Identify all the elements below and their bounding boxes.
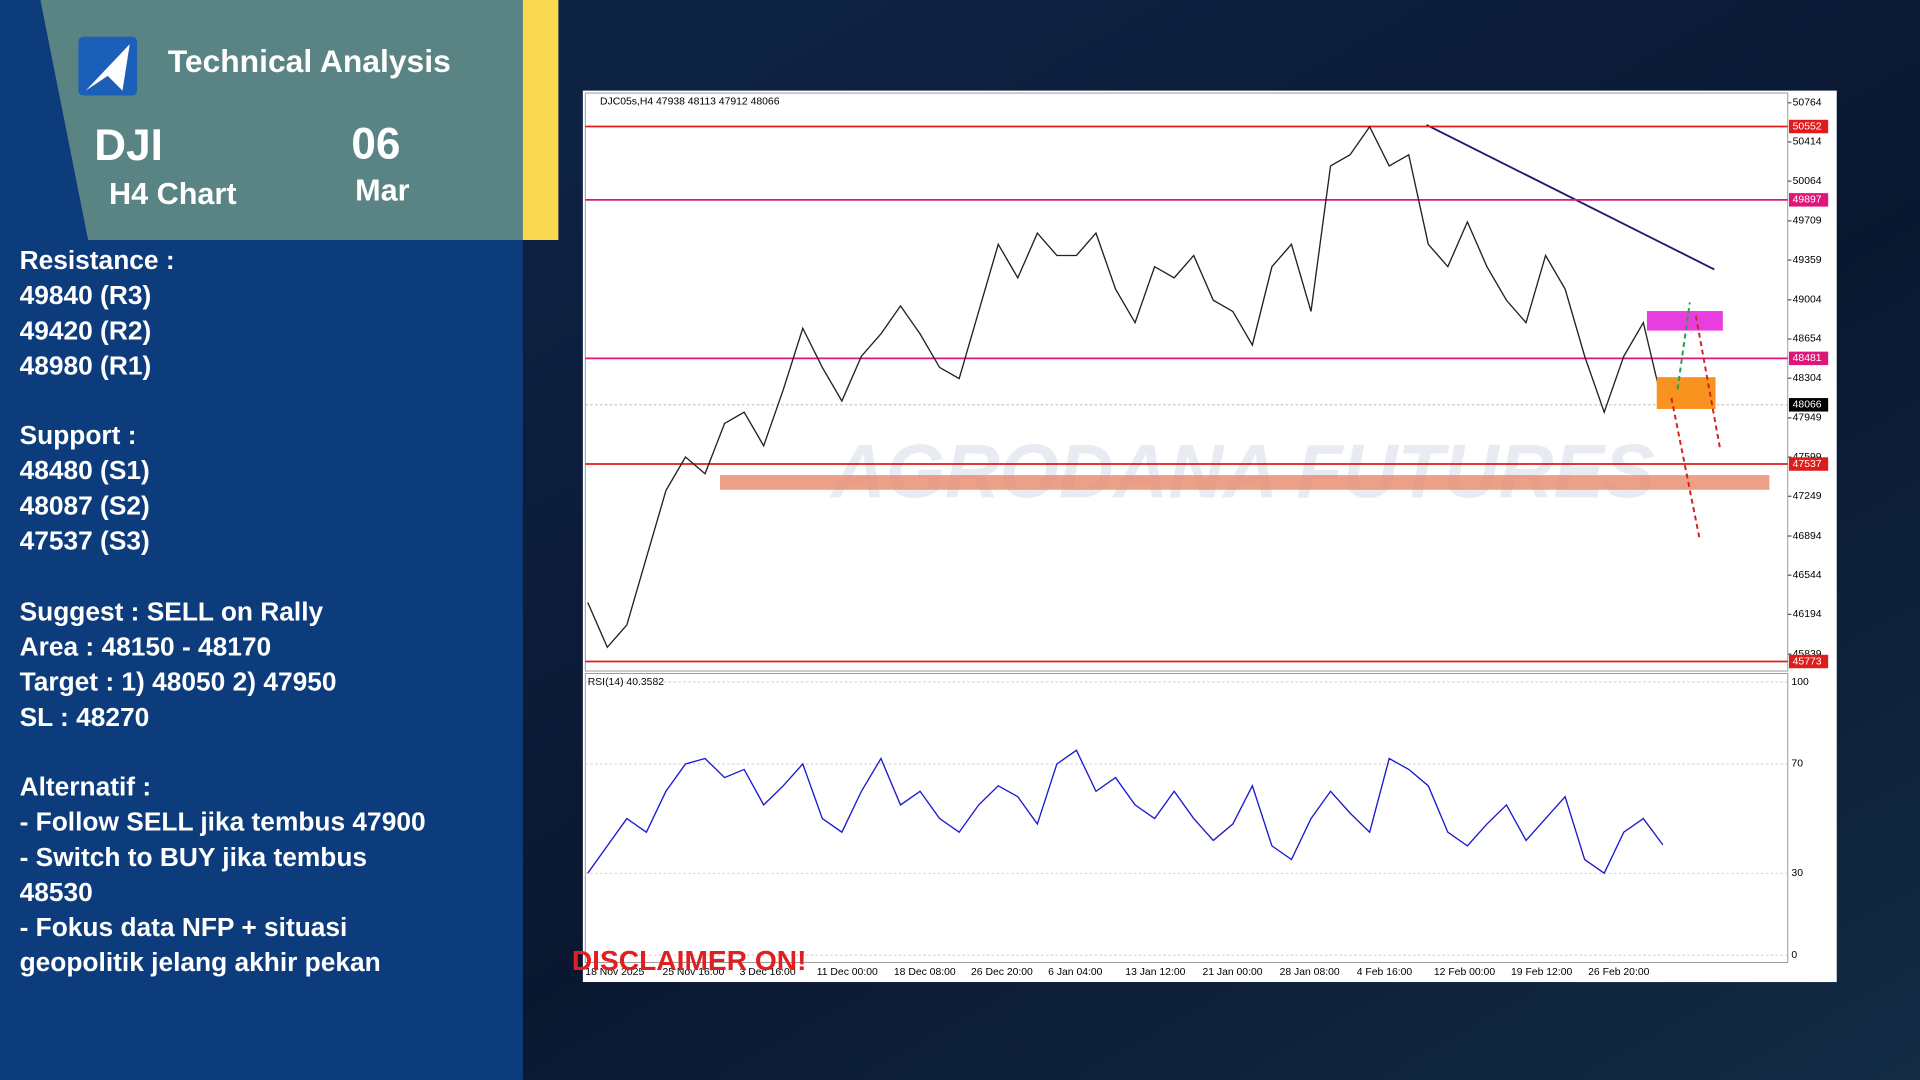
x-tick-label: 18 Dec 08:00 (894, 967, 956, 978)
x-tick-label: 13 Jan 12:00 (1125, 967, 1185, 978)
level-label: 45773 (1793, 656, 1822, 667)
x-tick-label: 3 Dec 16:00 (740, 967, 796, 978)
y-tick-label: 0 (1791, 950, 1797, 961)
x-tick-label: 19 Feb 12:00 (1511, 967, 1572, 978)
analysis-line: Target : 1) 48050 2) 47950 (20, 667, 337, 697)
x-tick-label: 6 Jan 04:00 (1048, 967, 1103, 978)
arrow-down (1694, 315, 1722, 451)
level-label: 50552 (1793, 121, 1822, 132)
analysis-line: SL : 48270 (20, 702, 150, 732)
analysis-line: Alternatif : (20, 772, 152, 802)
analysis-line: - Fokus data NFP + situasi (20, 912, 348, 942)
series-line (587, 125, 1664, 649)
y-tick-label: 47249 (1793, 491, 1822, 502)
y-tick-label: 46194 (1793, 609, 1822, 620)
x-tick-label: 18 Nov 2025 (585, 967, 644, 978)
arrow-down (1670, 397, 1701, 539)
analysis-line: 48530 (20, 877, 93, 907)
y-tick-label: 70 (1791, 759, 1803, 770)
y-tick-label: 49359 (1793, 255, 1822, 266)
x-tick-label: 12 Feb 00:00 (1434, 967, 1495, 978)
series-line (587, 749, 1664, 875)
title: Technical Analysis (168, 43, 451, 79)
level-label: 47537 (1793, 459, 1822, 470)
analysis-line: Resistance : (20, 245, 175, 275)
y-tick-label: 50764 (1793, 98, 1822, 109)
level-tag (1788, 457, 1829, 471)
header-box (40, 0, 523, 240)
analysis-line: 48980 (R1) (20, 350, 152, 380)
level-label: 48481 (1793, 353, 1822, 364)
logo (78, 36, 138, 96)
y-tick-label: 46544 (1793, 570, 1822, 581)
price-frame (584, 92, 1789, 672)
y-tick-label: 49709 (1793, 216, 1822, 227)
x-tick-label: 4 Feb 16:00 (1357, 967, 1413, 978)
chart-panel (582, 90, 1837, 983)
analysis-line: 48480 (S1) (20, 455, 150, 485)
analysis-line: - Switch to BUY jika tembus (20, 842, 367, 872)
analysis-line: - Follow SELL jika tembus 47900 (20, 807, 426, 837)
analysis: Resistance : 49840 (R3) 49420 (R2) 48980 (R… (20, 245, 426, 977)
analysis-line: geopolitik jelang akhir pekan (20, 947, 381, 977)
y-tick-label: 50064 (1793, 176, 1822, 187)
y-tick-label: 100 (1791, 677, 1809, 688)
rsi-frame (584, 672, 1789, 963)
day: 06 (351, 120, 400, 169)
analysis-line: Suggest : SELL on Rally (20, 596, 324, 626)
x-tick-label: 21 Jan 00:00 (1202, 967, 1262, 978)
x-tick-label: 26 Feb 20:00 (1588, 967, 1649, 978)
x-tick-label: 28 Jan 08:00 (1280, 967, 1340, 978)
watermark: AGRODANA FUTURES (829, 430, 1655, 515)
sell-zone (1646, 311, 1723, 331)
analysis-line: 48087 (S2) (20, 490, 150, 520)
y-tick-label: 50414 (1793, 137, 1822, 148)
analysis-line: 49840 (R3) (20, 280, 152, 310)
analysis-line: 47537 (S3) (20, 526, 150, 556)
analysis-line: Support : (20, 420, 137, 450)
chart-header: DJC05s,H4 47938 48113 47912 48066 (600, 96, 780, 107)
y-tick-label: 47949 (1793, 413, 1822, 424)
disclaimer: DISCLAIMER ON! (572, 945, 807, 976)
x-tick-label: 26 Dec 20:00 (971, 967, 1033, 978)
y-tick-label: 30 (1791, 868, 1803, 879)
accent-strip (522, 0, 559, 240)
y-tick-label: 48304 (1793, 373, 1822, 384)
y-tick-label: 49004 (1793, 295, 1822, 306)
level-label: 48066 (1793, 400, 1822, 411)
symbol: DJI (94, 121, 163, 170)
level-label: 49897 (1793, 195, 1822, 206)
month: Mar (355, 173, 410, 207)
level-tag (1788, 398, 1829, 412)
level-tag (1788, 119, 1829, 134)
trend-line (1426, 124, 1715, 271)
timeframe: H4 Chart (109, 177, 237, 211)
analysis-line: 49420 (R2) (20, 315, 152, 345)
analysis-line: Area : 48150 - 48170 (20, 632, 272, 662)
y-tick-label: 46894 (1793, 531, 1822, 542)
level-tag (1788, 351, 1829, 366)
y-tick-label: 45839 (1793, 649, 1822, 660)
level-tag (1788, 654, 1829, 669)
x-tick-label: 11 Dec 00:00 (817, 967, 878, 978)
chart: DJC05s,H4 47938 48113 47912 48066 AGRODAN… (585, 96, 1829, 978)
arrow-up (1676, 302, 1691, 390)
support-zone (720, 475, 1770, 490)
level-tag (1788, 193, 1829, 207)
y-tick-label: 48654 (1793, 334, 1822, 345)
x-tick-label: 25 Nov 16:00 (662, 967, 724, 978)
entry-zone (1656, 377, 1716, 409)
